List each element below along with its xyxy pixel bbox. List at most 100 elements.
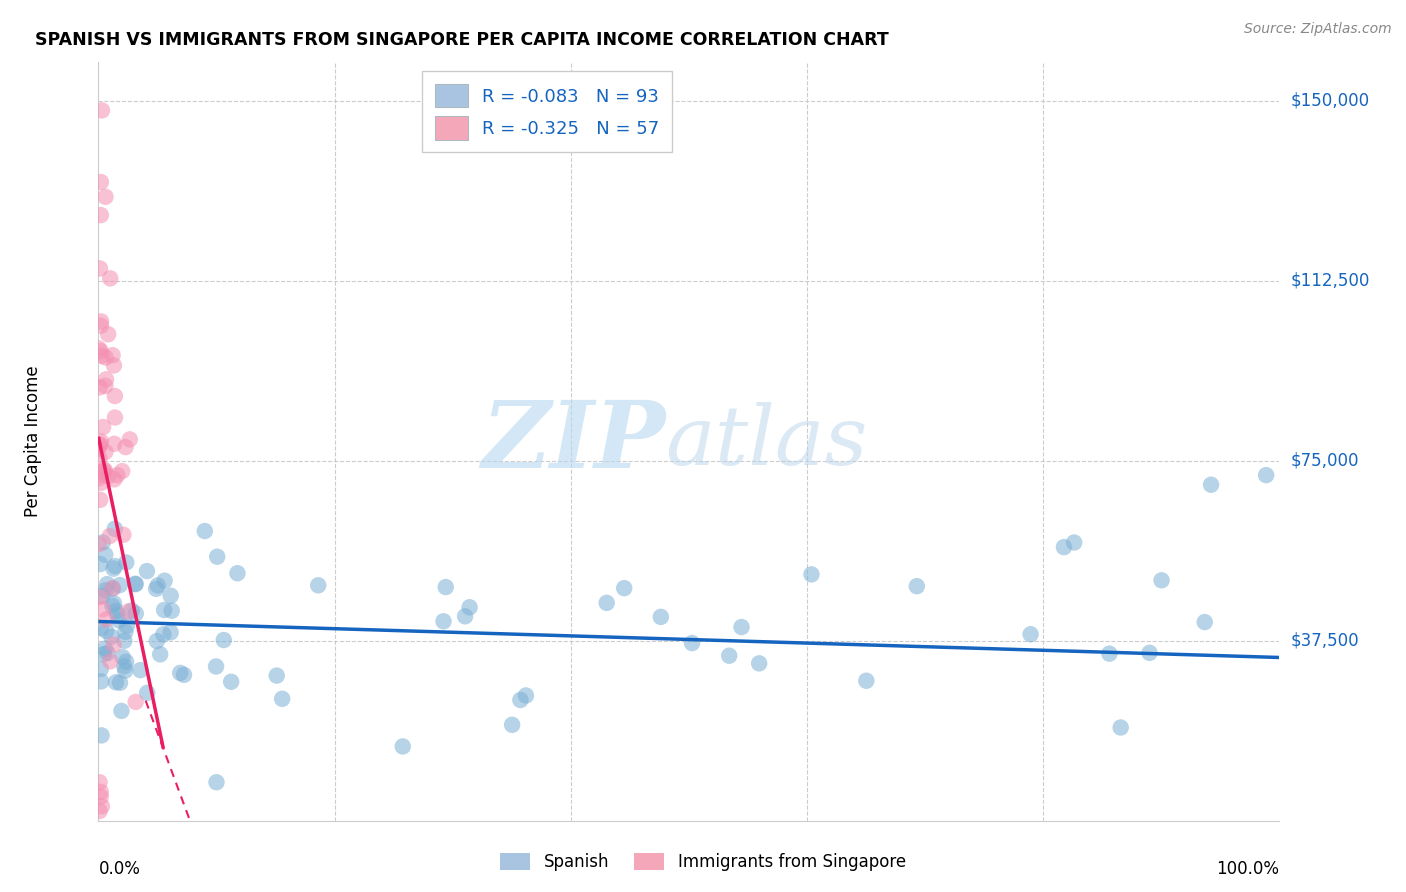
Point bbox=[1139, 646, 1161, 660]
Point bbox=[1150, 574, 1173, 588]
Point bbox=[1199, 477, 1222, 491]
Point bbox=[226, 566, 249, 581]
Point bbox=[103, 472, 125, 486]
Point bbox=[108, 613, 131, 627]
Point bbox=[105, 607, 128, 622]
Point bbox=[1098, 647, 1121, 661]
Point bbox=[90, 344, 112, 359]
Point bbox=[153, 603, 176, 617]
Legend: R = -0.083   N = 93, R = -0.325   N = 57: R = -0.083 N = 93, R = -0.325 N = 57 bbox=[422, 71, 672, 153]
Point bbox=[118, 433, 141, 447]
Point bbox=[89, 557, 111, 571]
Point bbox=[104, 559, 127, 574]
Point bbox=[89, 438, 111, 452]
Point bbox=[100, 630, 122, 644]
Point bbox=[509, 693, 531, 707]
Point bbox=[89, 451, 111, 466]
Point bbox=[96, 624, 118, 638]
Point bbox=[159, 625, 181, 640]
Point bbox=[89, 804, 111, 818]
Point bbox=[90, 434, 112, 449]
Point bbox=[96, 612, 118, 626]
Point bbox=[98, 271, 121, 285]
Point bbox=[153, 574, 176, 588]
Point bbox=[105, 468, 128, 483]
Point bbox=[124, 577, 146, 591]
Point bbox=[90, 314, 112, 328]
Text: SPANISH VS IMMIGRANTS FROM SINGAPORE PER CAPITA INCOME CORRELATION CHART: SPANISH VS IMMIGRANTS FROM SINGAPORE PER… bbox=[35, 31, 889, 49]
Point bbox=[205, 659, 228, 673]
Point bbox=[434, 580, 457, 594]
Point bbox=[121, 603, 143, 617]
Point bbox=[89, 775, 111, 789]
Point bbox=[108, 578, 131, 592]
Point bbox=[114, 440, 136, 454]
Point bbox=[111, 464, 134, 478]
Point bbox=[115, 655, 138, 669]
Point bbox=[90, 662, 112, 676]
Point bbox=[146, 578, 169, 592]
Point bbox=[730, 620, 752, 634]
Point bbox=[90, 208, 112, 222]
Point bbox=[91, 103, 114, 118]
Point bbox=[91, 420, 114, 434]
Point bbox=[146, 634, 169, 648]
Point bbox=[1019, 627, 1042, 641]
Point bbox=[1109, 721, 1132, 735]
Text: $150,000: $150,000 bbox=[1291, 92, 1369, 110]
Point bbox=[101, 582, 124, 596]
Text: $112,500: $112,500 bbox=[1291, 272, 1369, 290]
Text: $37,500: $37,500 bbox=[1291, 632, 1360, 649]
Point bbox=[87, 342, 110, 356]
Point bbox=[104, 389, 127, 403]
Text: atlas: atlas bbox=[665, 401, 868, 482]
Point bbox=[112, 659, 135, 673]
Point bbox=[129, 663, 152, 677]
Point bbox=[1053, 540, 1076, 554]
Point bbox=[205, 549, 228, 564]
Point bbox=[205, 775, 228, 789]
Point bbox=[103, 437, 125, 451]
Point bbox=[89, 468, 111, 483]
Point bbox=[391, 739, 413, 754]
Point bbox=[159, 589, 181, 603]
Point bbox=[90, 674, 112, 689]
Point bbox=[1063, 535, 1085, 549]
Point bbox=[105, 604, 128, 618]
Point bbox=[596, 596, 619, 610]
Point bbox=[94, 445, 117, 459]
Point bbox=[111, 650, 134, 665]
Point bbox=[94, 641, 117, 656]
Point bbox=[87, 471, 110, 485]
Point bbox=[104, 522, 127, 536]
Point bbox=[94, 583, 117, 598]
Text: Source: ZipAtlas.com: Source: ZipAtlas.com bbox=[1244, 22, 1392, 37]
Point bbox=[90, 785, 112, 799]
Point bbox=[89, 261, 111, 276]
Point bbox=[103, 638, 125, 652]
Point bbox=[149, 648, 172, 662]
Point bbox=[136, 686, 159, 700]
Point bbox=[94, 548, 117, 562]
Point bbox=[613, 581, 636, 595]
Point bbox=[650, 610, 672, 624]
Point bbox=[87, 442, 110, 456]
Point bbox=[96, 577, 118, 591]
Point bbox=[101, 348, 124, 362]
Point bbox=[89, 591, 111, 605]
Point bbox=[152, 627, 174, 641]
Point bbox=[145, 582, 167, 596]
Point bbox=[90, 349, 112, 363]
Point bbox=[91, 465, 114, 479]
Point bbox=[108, 675, 131, 690]
Point bbox=[91, 799, 114, 814]
Point bbox=[98, 654, 121, 668]
Point bbox=[94, 372, 117, 386]
Text: $75,000: $75,000 bbox=[1291, 451, 1360, 470]
Point bbox=[114, 624, 136, 639]
Point bbox=[117, 605, 139, 619]
Point bbox=[94, 190, 117, 204]
Point bbox=[136, 564, 159, 578]
Point bbox=[93, 463, 115, 477]
Point bbox=[89, 437, 111, 451]
